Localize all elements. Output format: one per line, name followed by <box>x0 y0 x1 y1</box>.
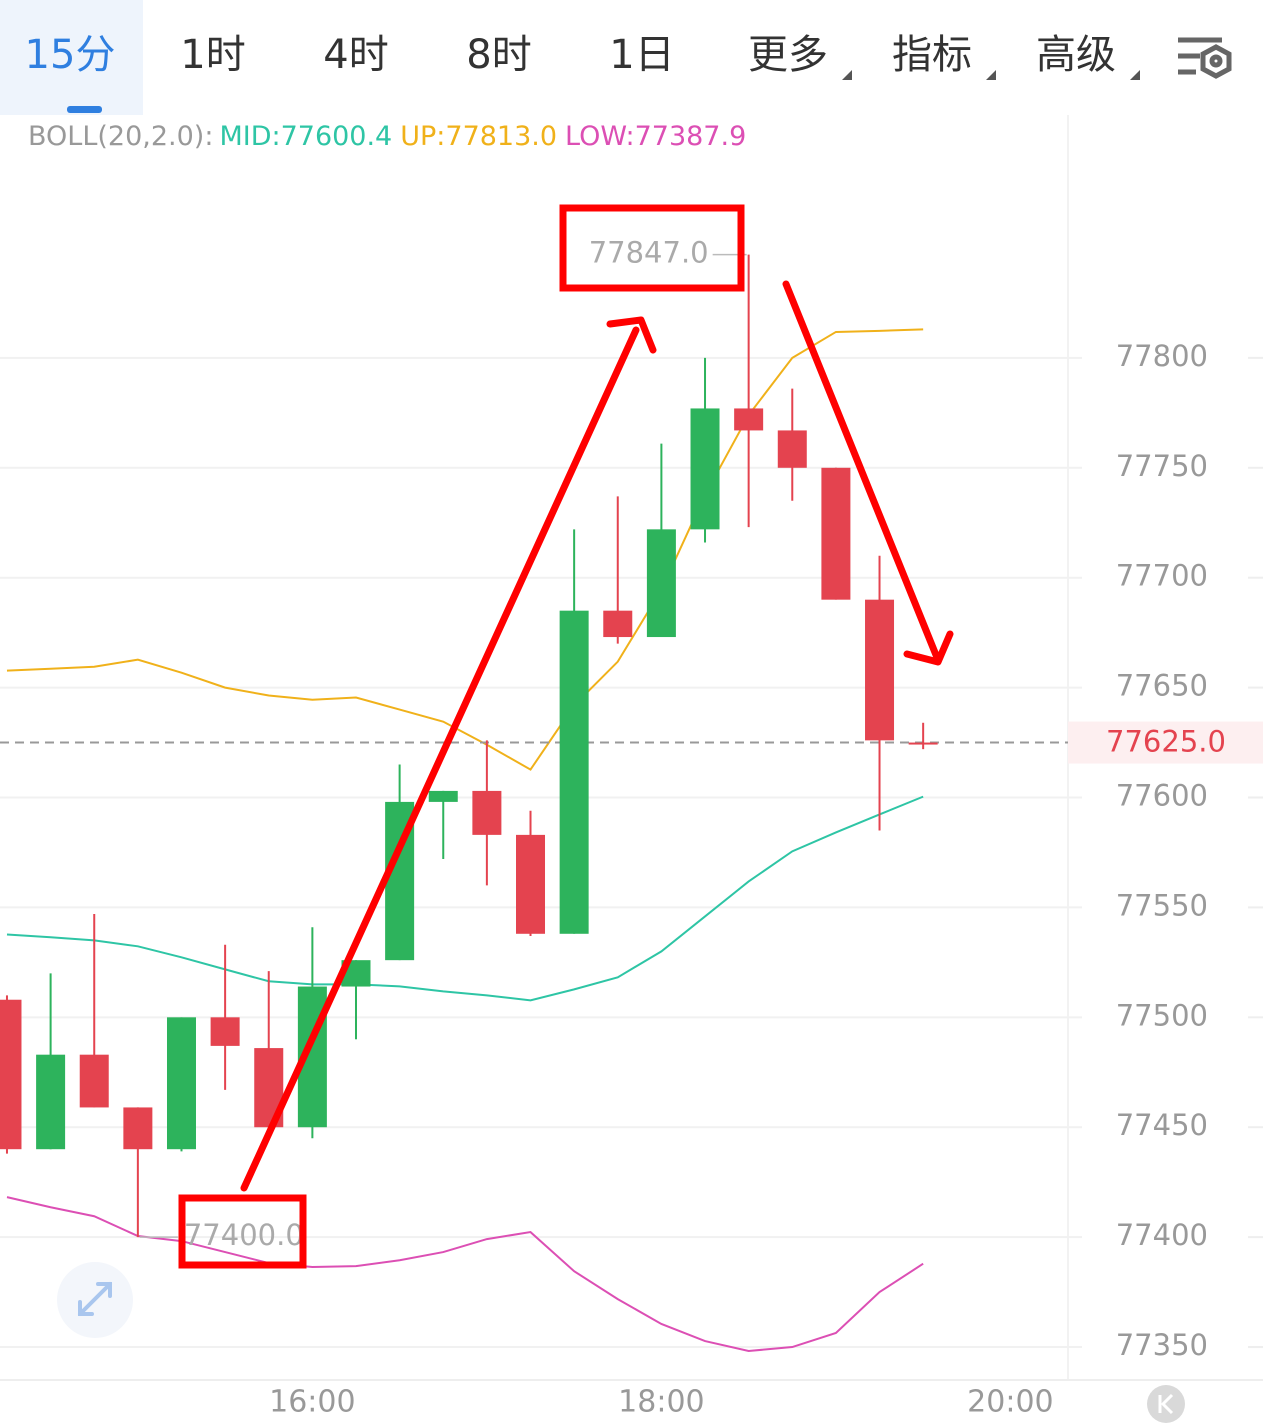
tab[interactable]: 指标 <box>892 32 972 78</box>
legend-entry: BOLL(20,2.0): <box>28 121 213 152</box>
candle-body <box>428 790 458 802</box>
indicator-line <box>6 328 924 771</box>
active-tab-bg <box>0 0 143 115</box>
y-tick-label: 77550 <box>1116 888 1208 922</box>
candle-body <box>603 610 633 638</box>
tab[interactable]: 1日 <box>609 32 674 78</box>
candle-body <box>166 1017 196 1150</box>
y-tick-label: 77350 <box>1116 1328 1208 1362</box>
candle-body <box>646 529 676 638</box>
x-tick-label: 20:00 <box>967 1385 1053 1420</box>
candle-body <box>908 742 938 745</box>
tab[interactable]: 8时 <box>466 32 531 78</box>
settings-icon[interactable] <box>1178 37 1232 79</box>
candle-body <box>821 467 851 600</box>
candle-body <box>79 1054 109 1108</box>
x-tick-label: 16:00 <box>269 1385 355 1420</box>
y-tick-label: 77600 <box>1116 779 1208 813</box>
candle-body <box>516 834 546 934</box>
last-price-label: 77625.0 <box>1106 725 1226 759</box>
tab[interactable]: 更多 <box>748 32 828 78</box>
candle-body <box>734 408 764 431</box>
tab[interactable]: 15分 <box>25 32 116 78</box>
y-tick-label: 77800 <box>1116 339 1208 373</box>
y-tick-label: 77700 <box>1116 559 1208 593</box>
indicator-legend: BOLL(20,2.0): MID:77600.4 UP:77813.0 LOW:77… <box>28 121 746 152</box>
scroll-latest-button[interactable] <box>1147 1385 1185 1423</box>
plot-area: 77350 77400 77450 77500 77550 77600 77650 77700… <box>0 236 1263 1420</box>
annotations <box>178 204 954 1269</box>
y-tick-label: 77400 <box>1116 1218 1208 1252</box>
last-price-bg <box>1068 721 1263 764</box>
high-marker-label: 77847.0 <box>589 236 709 270</box>
x-tick-label: 18:00 <box>618 1385 704 1420</box>
candle-body <box>559 610 589 934</box>
y-tick-label: 77650 <box>1116 669 1208 703</box>
tab[interactable]: 4时 <box>323 32 388 78</box>
candle-body <box>123 1107 153 1150</box>
legend-entry: LOW:77387.9 <box>565 121 746 152</box>
candle-body <box>777 430 807 468</box>
legend-entry: MID:77600.4 <box>219 121 392 152</box>
y-tick-label: 77450 <box>1116 1108 1208 1142</box>
candle-body <box>690 408 720 530</box>
expand-button[interactable] <box>57 1262 133 1338</box>
legend-entry: UP:77813.0 <box>400 121 557 152</box>
candle-body <box>0 999 22 1150</box>
candle-body <box>210 1017 240 1046</box>
candle-body <box>36 1054 66 1150</box>
y-tick-label: 77750 <box>1116 449 1208 483</box>
tab[interactable]: 高级 <box>1036 32 1116 78</box>
y-tick-label: 77500 <box>1116 998 1208 1032</box>
active-tab-indicator <box>67 106 102 113</box>
low-marker-label: 77400.0 <box>184 1218 304 1252</box>
candle-body <box>472 790 502 835</box>
tab[interactable]: 1时 <box>180 32 245 78</box>
indicator-line <box>6 795 924 1002</box>
menu-arrows <box>842 70 1140 80</box>
candle-body <box>865 599 895 741</box>
indicator-line <box>6 1196 924 1353</box>
